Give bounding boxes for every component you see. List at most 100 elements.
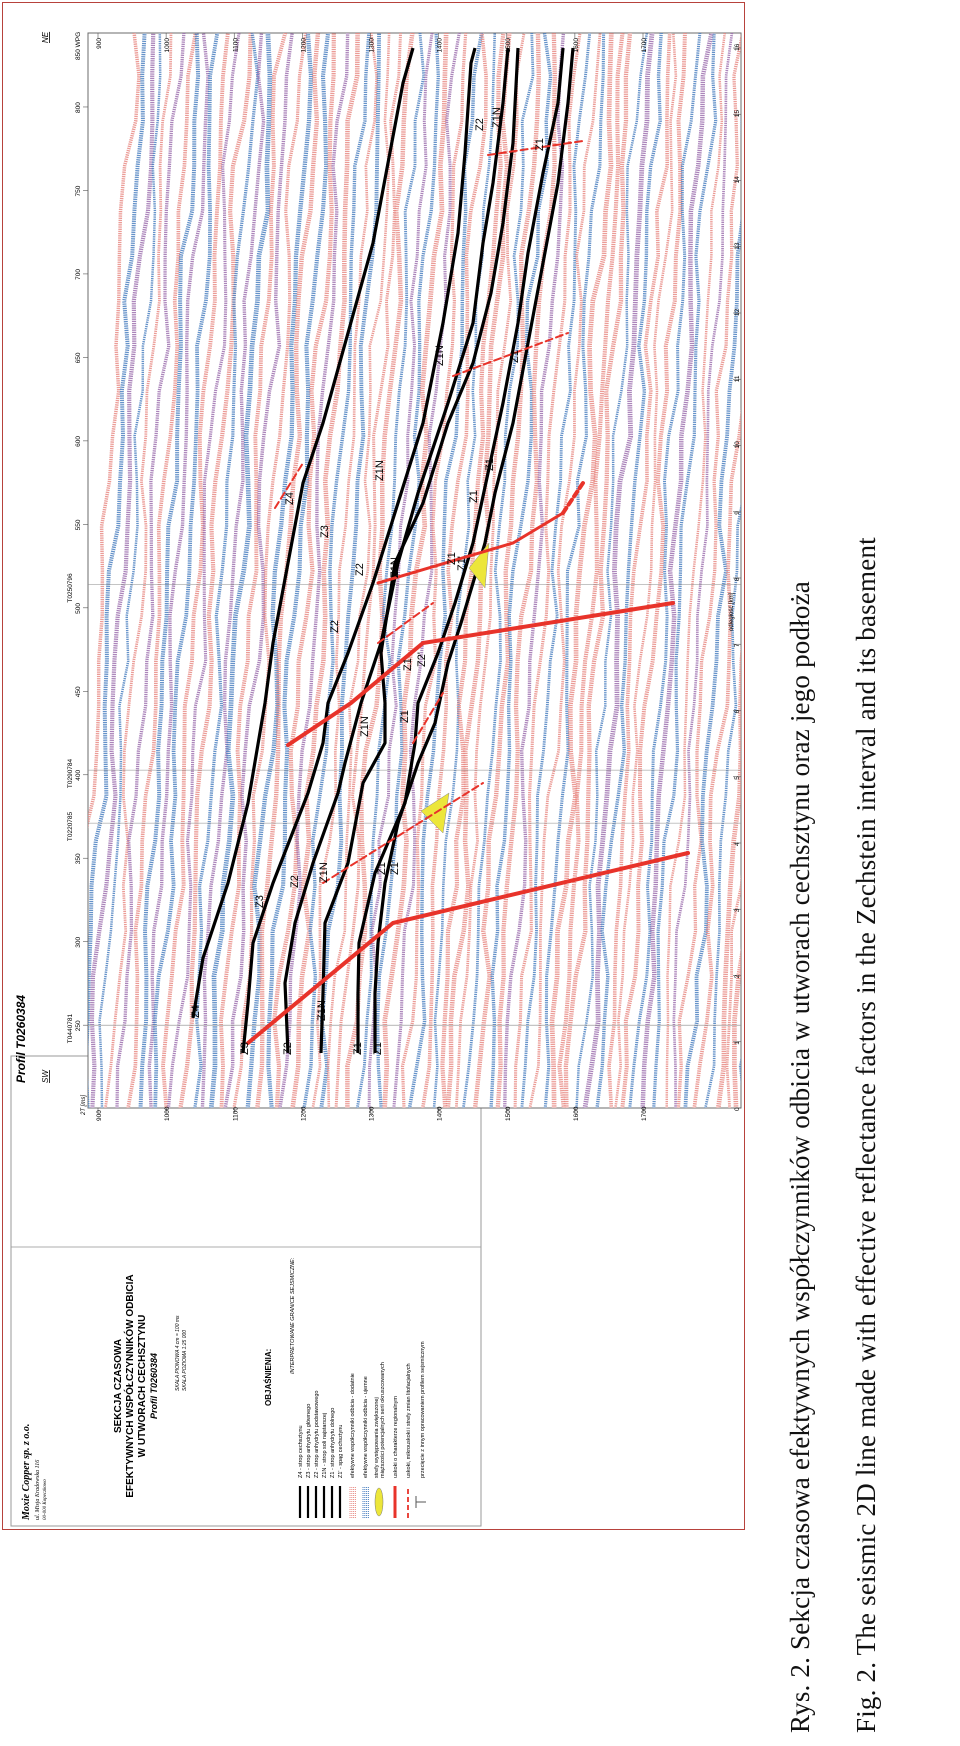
reflection-trace	[98, 33, 162, 1108]
ms-tick-label: 1700	[641, 1106, 648, 1121]
local-fault	[412, 692, 444, 744]
horizon-label: Z1	[509, 350, 521, 363]
reflection-trace	[218, 33, 288, 1108]
reflection-trace	[104, 33, 173, 1108]
ms-ticks: 900 1000 1100 1200 1300 1400 1500 1600 1700	[96, 1106, 648, 1121]
reflection-trace	[115, 33, 186, 1108]
legend-item: strefy występowania zwiększonej	[374, 1397, 380, 1478]
reflection-trace	[407, 33, 484, 1108]
legend-items: Z4 - strop cechsztynu Z3 - strop anhydryt…	[298, 1341, 426, 1478]
legend-item: efektywne współczynniki odbicia - dodatn…	[350, 1373, 356, 1478]
ms-tick-label: 1500	[505, 1106, 512, 1121]
km-tick-label: 7	[734, 643, 741, 647]
reflection-trace	[200, 33, 266, 1108]
legend-item: przecięcie z innym opracowaniem profilem…	[420, 1341, 426, 1478]
reflection-trace	[454, 33, 526, 1108]
ms-tick-label: 1700	[641, 38, 648, 53]
reflection-trace	[319, 33, 382, 1108]
cdp-ticks: 250 300 350 400 450 500 550 600 650 700 750 800 850 …	[75, 32, 88, 1031]
ms-tick-label: 1400	[437, 38, 444, 53]
horizon-z1-prime	[373, 47, 575, 1053]
reflection-trace	[302, 33, 371, 1108]
horizon-label: Z1N	[389, 557, 401, 578]
km-tick-label: 9	[734, 511, 741, 515]
legend-subhead: INTERPRETOWANE GRANICE SEJSMICZNE:	[290, 1257, 296, 1374]
km-tick-label: 14	[734, 176, 741, 184]
ms-tick-label: 1300	[369, 38, 376, 53]
ms-tick-label: 1600	[573, 38, 580, 53]
cdp-tick-label: 800	[75, 102, 82, 113]
ms-tick-label: 1000	[164, 38, 171, 53]
horizon-label: Z1N	[434, 345, 446, 366]
reflection-trace	[715, 643, 741, 1108]
ms-tick-label: 1200	[300, 38, 307, 53]
ms-tick-label: 900	[96, 1110, 103, 1121]
legend-item: uskoki o charakterze regionalnym	[393, 1396, 399, 1478]
reflection-trace	[326, 33, 391, 1108]
dir-sw: SW	[41, 1069, 50, 1083]
reflection-trace	[152, 33, 220, 1108]
legend-company-addr2: 00-000 Kopeczkowo	[43, 1479, 48, 1520]
km-tick-label: 16	[734, 43, 741, 51]
horizon-label: Z2	[354, 563, 366, 576]
regional-fault	[246, 851, 690, 1045]
reflection-trace	[138, 33, 201, 1108]
reflection-trace	[420, 33, 488, 1108]
horizon-label: Z1N	[359, 716, 371, 737]
crossing-line-labels: T0440781 T0220785 T0290784 T0250796	[67, 573, 74, 1043]
reflection-trace	[503, 33, 566, 1108]
legend-scale-h: SKALA POZIOMA 1:25 000	[182, 1330, 188, 1391]
x-axis-label: odległość [km]	[729, 592, 735, 631]
legend-item: miąższości potencjalnych serii okruszcow…	[380, 1362, 386, 1478]
reflection-trace	[738, 1056, 741, 1087]
ms-tick-label: 1200	[300, 1106, 307, 1121]
ms-tick-label: 1000	[164, 1106, 171, 1121]
reflection-trace	[311, 33, 378, 1108]
cdp-tick-label: 850 WPG	[75, 32, 82, 60]
reflection-trace	[178, 33, 253, 1108]
horizon-label: Z4	[190, 1005, 202, 1018]
crossing-label: T0290784	[67, 758, 74, 788]
reflection-trace	[543, 33, 606, 1108]
mineralized-zone	[468, 542, 490, 589]
regional-fault	[286, 601, 675, 747]
km-tick-label: 12	[734, 308, 741, 316]
ms-tick-label: 1100	[232, 38, 239, 52]
legend-panel: Moxie Copper sp. z o.o. ul. Misja Kradow…	[10, 1055, 482, 1527]
legend-item: Z3 - strop anhydrytu głównego	[306, 1404, 312, 1478]
reflection-trace	[652, 33, 718, 1108]
reflection-trace	[161, 33, 230, 1108]
horizon-z1	[356, 47, 565, 1053]
horizon-z4	[191, 47, 415, 1019]
reflection-trace	[607, 33, 672, 1108]
km-tick-label: 10	[734, 441, 741, 449]
crossing-label: T0220785	[67, 811, 74, 841]
reflection-trace	[472, 33, 542, 1108]
legend-item: Z4 - strop cechsztynu	[298, 1425, 304, 1478]
cdp-tick-label: 350	[75, 853, 82, 864]
reflection-trace	[345, 33, 415, 1108]
legend-item: Z1' - spąg cechsztynu	[338, 1425, 344, 1478]
reflection-trace	[208, 33, 273, 1108]
horizon-label: Z2	[474, 118, 486, 131]
reflection-trace	[628, 33, 702, 1108]
cdp-tick-label: 450	[75, 686, 82, 697]
reflection-trace	[683, 114, 741, 1108]
km-tick-label: 6	[734, 710, 741, 714]
horizon-label: Z1	[534, 138, 546, 151]
local-fault	[487, 140, 584, 156]
fault-lines	[246, 140, 690, 1045]
ms-tick-label: 1500	[505, 38, 512, 53]
ms-ticks-right: 900 1000 1100 1200 1300 1400 1500 1600 1700	[96, 33, 648, 52]
reflection-trace	[640, 33, 714, 1108]
dir-ne: NE	[41, 31, 50, 43]
seismic-figure-svg: Moxie Copper sp. z o.o. ul. Misja Kradow…	[10, 31, 742, 1527]
reflection-trace	[549, 33, 614, 1108]
ms-tick-label: 1400	[437, 1106, 444, 1121]
km-tick-label: 3	[734, 908, 741, 912]
y-axis-label: 2T [ms]	[81, 1095, 87, 1116]
reflection-trace	[272, 33, 336, 1108]
horizon-label: Z1'	[372, 1040, 384, 1055]
reflection-trace	[495, 33, 557, 1108]
reflection-trace	[614, 33, 678, 1108]
